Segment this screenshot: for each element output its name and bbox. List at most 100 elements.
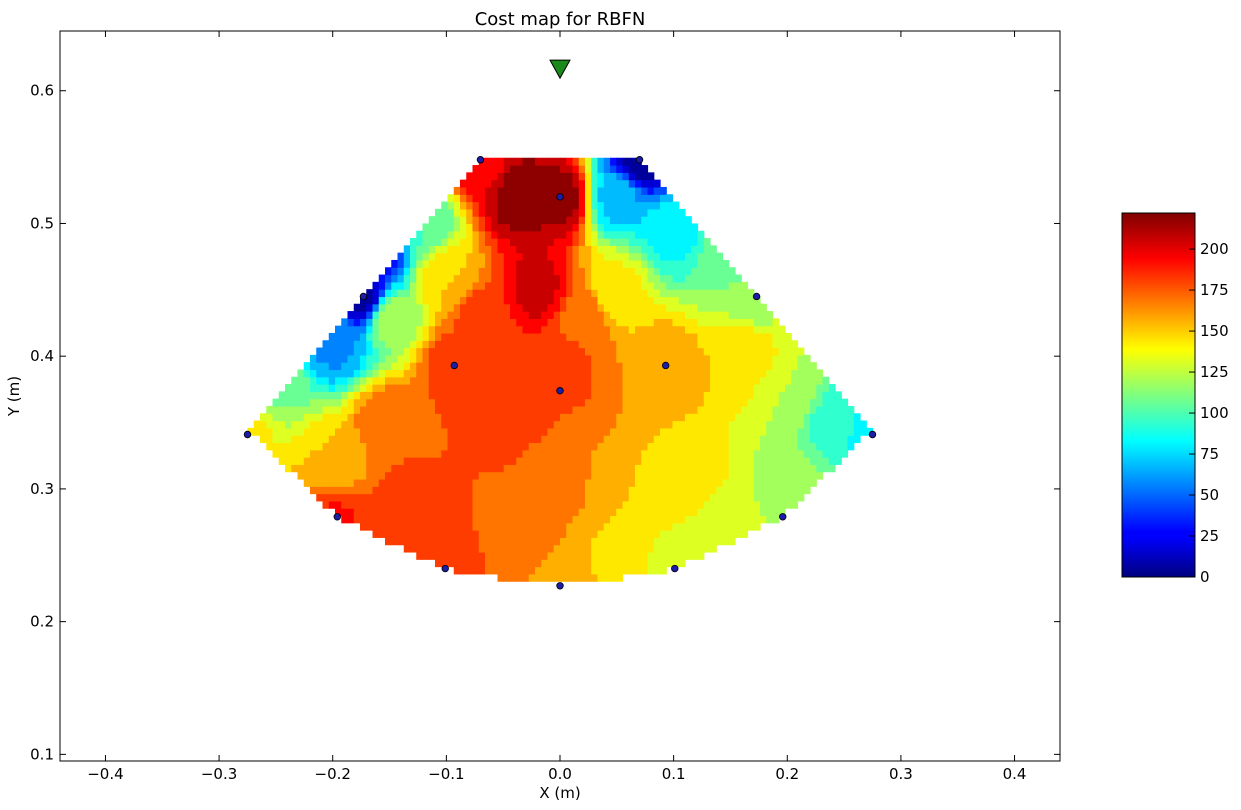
- heatmap-cell: [647, 508, 655, 517]
- heatmap-cell: [441, 457, 449, 465]
- heatmap-cell: [810, 362, 817, 371]
- heatmap-cell: [528, 245, 536, 254]
- heatmap-cell: [391, 398, 399, 407]
- heatmap-cell: [572, 522, 580, 531]
- heatmap-cell: [503, 347, 511, 356]
- heatmap-cell: [728, 376, 736, 385]
- heatmap-cell: [541, 230, 549, 239]
- heatmap-cell: [347, 384, 355, 392]
- heatmap-cell: [510, 486, 517, 495]
- heatmap-cell: [485, 376, 492, 385]
- heatmap-cell: [497, 340, 505, 349]
- heatmap-cell: [691, 522, 699, 531]
- heatmap-cell: [760, 449, 767, 458]
- heatmap-cell: [822, 442, 830, 451]
- heatmap-cell: [566, 442, 574, 451]
- heatmap-cell: [291, 405, 299, 414]
- heatmap-cell: [541, 165, 549, 173]
- heatmap-cell: [678, 515, 686, 524]
- heatmap-cell: [410, 398, 417, 407]
- heatmap-cell: [310, 369, 317, 378]
- heatmap-cell: [510, 318, 517, 327]
- heatmap-cell: [572, 325, 580, 334]
- heatmap-cell: [728, 332, 736, 341]
- heatmap-cell: [453, 457, 461, 465]
- heatmap-cell: [678, 435, 686, 444]
- heatmap-cell: [403, 530, 411, 538]
- heatmap-cell: [810, 405, 817, 414]
- heatmap-cell: [610, 435, 617, 444]
- heatmap-cell: [666, 259, 674, 268]
- heatmap-cell: [341, 464, 349, 473]
- heatmap-cell: [722, 515, 730, 524]
- heatmap-cell: [703, 354, 711, 363]
- heatmap-cell: [828, 384, 836, 392]
- heatmap-cell: [685, 420, 692, 429]
- heatmap-cell: [647, 500, 655, 509]
- heatmap-cell: [341, 413, 349, 422]
- heatmap-cell: [641, 267, 649, 276]
- heatmap-cell: [660, 318, 667, 327]
- heatmap-cell: [297, 391, 305, 400]
- heatmap-cell: [522, 179, 530, 188]
- heatmap-cell: [666, 267, 674, 276]
- heatmap-cell: [697, 420, 705, 429]
- heatmap-cell: [572, 340, 580, 349]
- heatmap-cell: [510, 559, 517, 568]
- heatmap-cell: [710, 281, 717, 290]
- heatmap-cell: [560, 340, 567, 349]
- heatmap-cell: [728, 420, 736, 429]
- heatmap-cell: [435, 369, 442, 378]
- heatmap-cell: [741, 427, 749, 436]
- heatmap-cell: [497, 238, 505, 246]
- heatmap-cell: [797, 457, 805, 465]
- heatmap-cell: [497, 413, 505, 422]
- heatmap-cell: [378, 281, 386, 290]
- heatmap-cell: [478, 281, 486, 290]
- heatmap-cell: [353, 362, 361, 371]
- heatmap-cell: [553, 493, 561, 502]
- heatmap-cell: [510, 573, 517, 582]
- heatmap-cell: [422, 325, 430, 334]
- heatmap-cell: [391, 530, 399, 538]
- heatmap-cell: [372, 478, 380, 487]
- heatmap-cell: [810, 376, 817, 385]
- heatmap-cell: [535, 354, 542, 363]
- heatmap-cell: [841, 413, 849, 422]
- heatmap-cell: [510, 537, 517, 546]
- heatmap-cell: [547, 267, 555, 276]
- heatmap-cell: [366, 471, 374, 480]
- heatmap-cell: [747, 289, 755, 298]
- heatmap-cell: [353, 340, 361, 349]
- heatmap-cell: [472, 325, 480, 334]
- heatmap-cell: [603, 537, 611, 546]
- heatmap-cell: [297, 413, 305, 422]
- heatmap-cell: [766, 318, 774, 327]
- heatmap-cell: [585, 347, 592, 356]
- heatmap-cell: [535, 245, 542, 254]
- heatmap-cell: [722, 318, 730, 327]
- heatmap-cell: [353, 347, 361, 356]
- heatmap-cell: [353, 391, 361, 400]
- heatmap-cell: [353, 311, 361, 319]
- heatmap-cell: [528, 464, 536, 473]
- heatmap-cell: [678, 508, 686, 517]
- heatmap-cell: [547, 332, 555, 341]
- heatmap-cell: [410, 384, 417, 392]
- heatmap-cell: [528, 384, 536, 392]
- heatmap-cell: [428, 420, 436, 429]
- heatmap-cell: [422, 369, 430, 378]
- heatmap-cell: [860, 427, 867, 436]
- heatmap-cell: [803, 486, 811, 495]
- heatmap-cell: [347, 398, 355, 407]
- heatmap-cell: [472, 493, 480, 502]
- heatmap-cell: [628, 559, 636, 568]
- heatmap-cell: [578, 500, 586, 509]
- heatmap-cell: [566, 311, 574, 319]
- heatmap-cell: [603, 172, 611, 181]
- heatmap-cell: [478, 449, 486, 458]
- heatmap-cell: [772, 325, 780, 334]
- heatmap-cell: [335, 457, 342, 465]
- heatmap-cell: [491, 376, 499, 385]
- heatmap-cell: [397, 311, 405, 319]
